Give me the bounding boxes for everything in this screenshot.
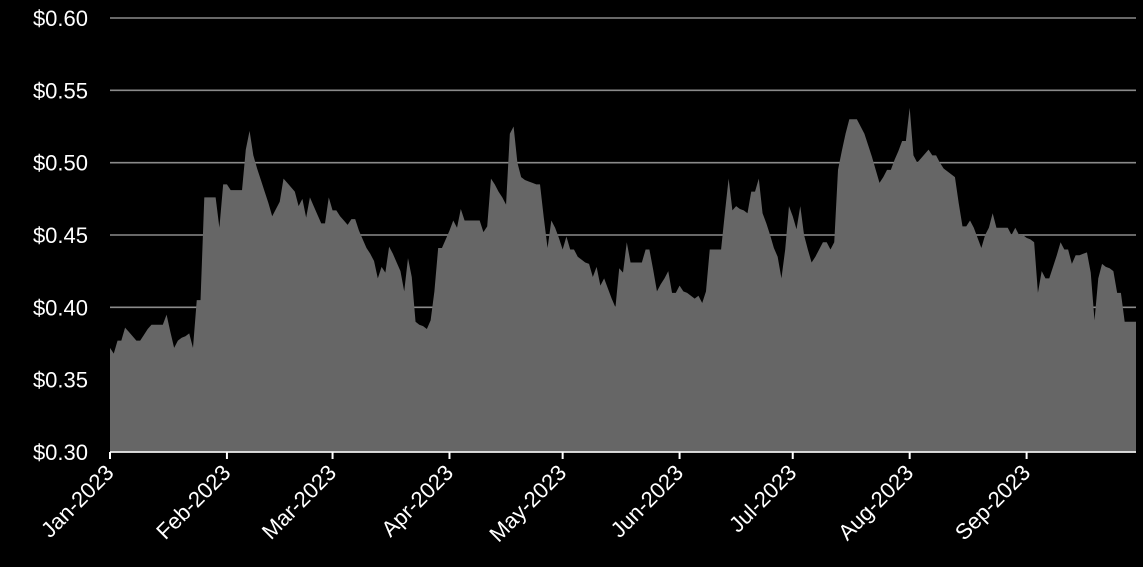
y-tick-label: $0.45 [33,223,88,248]
y-tick-label: $0.60 [33,6,88,31]
y-tick-label: $0.35 [33,368,88,393]
y-tick-label: $0.55 [33,78,88,103]
area-series [110,107,1136,452]
y-tick-label: $0.50 [33,151,88,176]
y-tick-label: $0.40 [33,295,88,320]
area-fill [110,107,1136,452]
y-tick-label: $0.30 [33,440,88,465]
y-axis: $0.30 $0.35 $0.40 $0.45 $0.50 $0.55 $0.60 [33,6,88,465]
